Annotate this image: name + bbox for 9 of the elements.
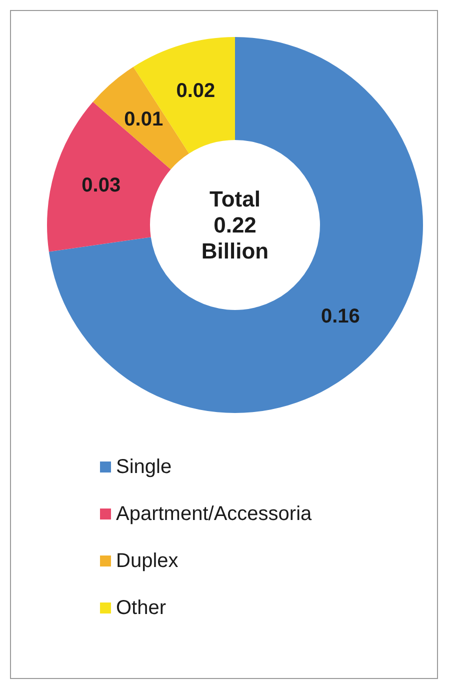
data-label: 0.01 (124, 108, 164, 131)
text: Total 0.22 Billion (201, 186, 269, 264)
legend-label: Other (116, 597, 166, 619)
data-label: 0.16 (320, 305, 360, 328)
legend-label: Apartment/Accessoria (116, 503, 313, 525)
data-label: 0.02 (176, 80, 216, 102)
data-label: 0.03 (82, 174, 121, 197)
legend-label: Single (116, 456, 172, 478)
legend-label: Duplex (116, 550, 178, 572)
